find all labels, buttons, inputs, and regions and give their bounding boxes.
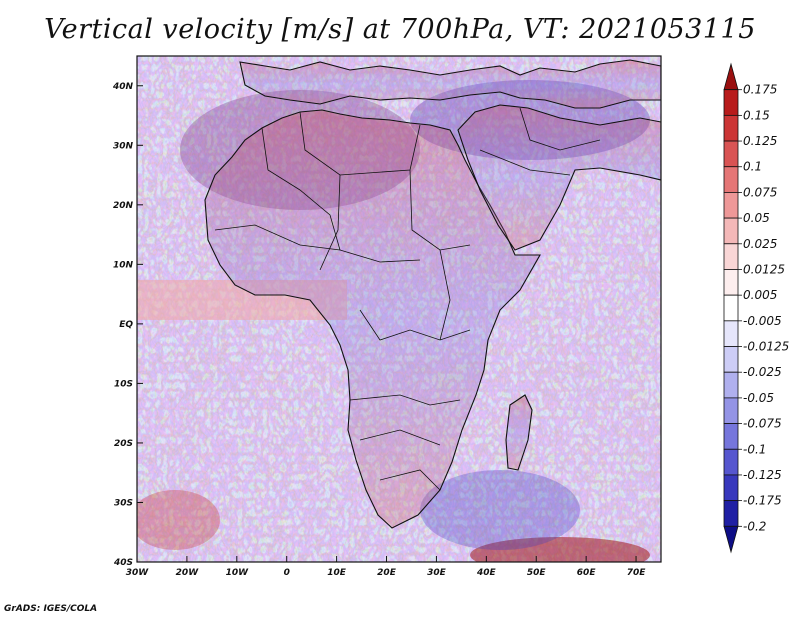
lon-tick-label: 20E xyxy=(377,568,397,578)
lon-tick-label: 10E xyxy=(327,568,347,578)
lon-tick-label: 70E xyxy=(627,568,647,578)
colorbar-swatch xyxy=(723,474,739,502)
colorbar-swatch xyxy=(723,140,739,168)
colorbar-swatch xyxy=(723,397,739,424)
lat-tick-label: 10S xyxy=(114,379,133,389)
colorbar-label: -0.005 xyxy=(743,314,782,328)
lat-tick-label: 10N xyxy=(113,260,134,270)
colorbar-swatch xyxy=(723,371,739,399)
colorbar-swatch xyxy=(723,269,739,296)
colorbar-label: 0.05 xyxy=(743,211,770,225)
lon-tick-label: 60E xyxy=(577,568,597,578)
lon-tick-label: 30W xyxy=(126,568,150,578)
colorbar-label: 0.15 xyxy=(743,108,770,122)
colorbar-swatch xyxy=(723,346,739,373)
lat-tick-label: 30N xyxy=(113,141,134,151)
lat-tick-label: EQ xyxy=(119,320,133,330)
velocity-field xyxy=(137,56,661,562)
colorbar-swatch xyxy=(723,89,739,116)
lon-tick-label: 40E xyxy=(476,568,497,578)
colorbar-label: 0.0125 xyxy=(743,262,785,276)
lat-tick-label: 40N xyxy=(112,82,134,92)
colorbar: 0.175 0.15 0.125 0.1 0.075 0.05 0.025 0.0125 0.0… xyxy=(723,62,789,554)
longitude-axis: 30W 20W 10W 0 10E 20E 30E 40E 50E 60E 70E xyxy=(126,556,646,578)
colorbar-label: -0.025 xyxy=(743,365,782,379)
map-border xyxy=(136,55,662,563)
lon-tick-label: 20W xyxy=(176,568,200,578)
colorbar-swatch xyxy=(723,114,739,142)
coastlines xyxy=(204,59,661,529)
colorbar-top-arrow xyxy=(723,62,739,91)
lon-tick-label: 50E xyxy=(527,568,547,578)
grads-credit: GrADS: IGES/COLA xyxy=(4,604,98,614)
lat-tick-label: 20N xyxy=(113,201,134,211)
colorbar-label: -0.175 xyxy=(743,494,782,508)
colorbar-label: 0.005 xyxy=(743,288,777,302)
colorbar-swatch xyxy=(723,166,739,193)
colorbar-label: -0.0125 xyxy=(743,340,789,354)
colorbar-swatch xyxy=(723,500,739,527)
colorbar-swatch xyxy=(723,423,739,450)
colorbar-swatch xyxy=(723,294,739,322)
colorbar-bottom-arrow xyxy=(723,525,739,554)
lat-tick-label: 40S xyxy=(113,558,133,568)
colorbar-swatch xyxy=(723,320,739,347)
latitude-axis: 40N 30N 20N 10N EQ 10S 20S 30S 40S xyxy=(112,82,143,568)
colorbar-label: 0.1 xyxy=(743,160,762,174)
colorbar-swatch xyxy=(723,217,739,245)
lat-tick-label: 20S xyxy=(114,439,133,449)
colorbar-swatch xyxy=(723,243,739,270)
country-borders xyxy=(214,107,601,491)
colorbar-label: 0.075 xyxy=(743,185,777,199)
colorbar-label: 0.125 xyxy=(743,134,777,148)
colorbar-label: -0.075 xyxy=(743,417,782,431)
colorbar-label: -0.1 xyxy=(743,442,766,456)
colorbar-label: -0.125 xyxy=(743,468,782,482)
colorbar-swatch xyxy=(723,192,739,219)
colorbar-label: 0.175 xyxy=(743,83,777,97)
colorbar-label: -0.05 xyxy=(743,391,774,405)
colorbar-swatch xyxy=(723,448,739,476)
lon-tick-label: 30E xyxy=(427,568,447,578)
colorbar-label: -0.2 xyxy=(743,519,766,533)
map-title: Vertical velocity [m/s] at 700hPa, VT: 2… xyxy=(44,14,756,45)
lat-tick-label: 30S xyxy=(114,498,133,508)
colorbar-label: 0.025 xyxy=(743,237,777,251)
lon-tick-label: 0 xyxy=(284,568,290,578)
lon-tick-label: 10W xyxy=(226,568,250,578)
